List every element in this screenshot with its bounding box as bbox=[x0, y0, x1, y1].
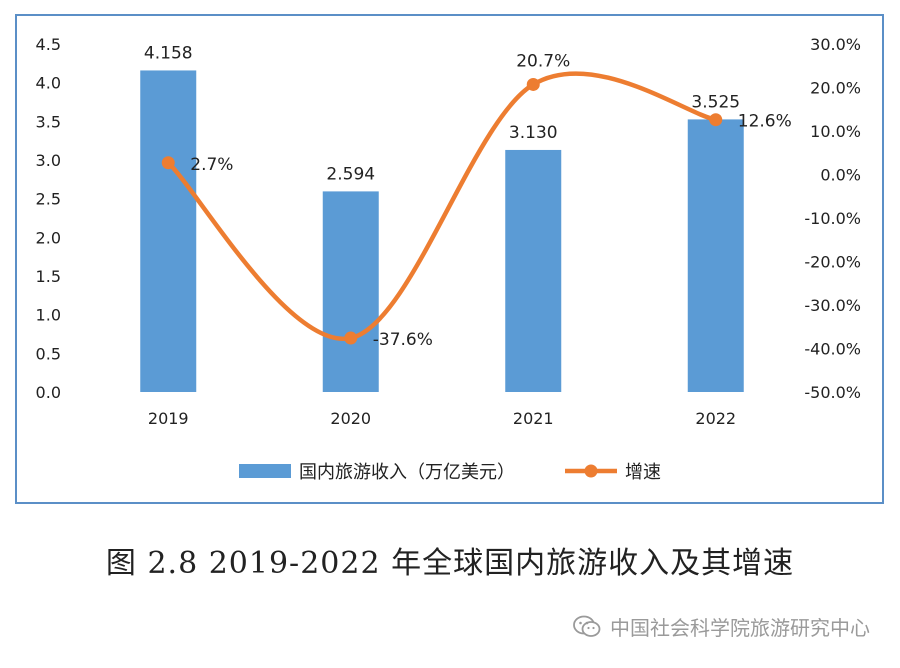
left-axis-tick: 0.5 bbox=[36, 344, 61, 363]
bar-value-label: 2.594 bbox=[326, 164, 375, 184]
growth-value-label: 2.7% bbox=[190, 155, 233, 175]
left-axis-tick: 0.0 bbox=[36, 383, 61, 402]
left-axis-tick: 4.0 bbox=[36, 74, 61, 93]
bar-2019 bbox=[140, 70, 197, 392]
combo-chart: 4.5 4.0 3.5 3.0 2.5 2.0 1.5 1.0 0.5 0.0 30.0% 20.0… bbox=[36, 35, 861, 483]
bar-value-label: 3.130 bbox=[509, 123, 558, 143]
wechat-icon bbox=[573, 615, 601, 637]
left-axis-tick: 1.5 bbox=[36, 267, 61, 286]
legend-bar-swatch bbox=[239, 464, 291, 478]
right-axis-tick: -20.0% bbox=[804, 253, 861, 272]
growth-point-2019 bbox=[161, 156, 175, 170]
bar-value-label: 3.525 bbox=[691, 92, 740, 112]
growth-point-2021 bbox=[526, 77, 540, 91]
watermark-text: 中国社会科学院旅游研究中心 bbox=[610, 616, 870, 640]
growth-value-label: 12.6% bbox=[738, 112, 792, 132]
left-axis-tick: 3.5 bbox=[36, 112, 61, 131]
right-axis-tick: 20.0% bbox=[810, 79, 861, 98]
growth-point-2022 bbox=[709, 113, 723, 127]
right-axis-tick: -40.0% bbox=[804, 340, 861, 359]
bar-2021 bbox=[505, 149, 562, 392]
left-axis-tick: 3.0 bbox=[36, 151, 61, 170]
x-axis-tick: 2021 bbox=[513, 409, 554, 428]
legend-line-marker bbox=[584, 464, 598, 478]
x-axis-tick: 2022 bbox=[695, 409, 736, 428]
right-axis-tick: 10.0% bbox=[810, 122, 861, 141]
growth-value-label: -37.6% bbox=[373, 330, 433, 350]
right-axis-tick: -30.0% bbox=[804, 296, 861, 315]
legend-bar-label: 国内旅游收入（万亿美元） bbox=[299, 462, 515, 483]
x-axis-tick: 2020 bbox=[330, 409, 371, 428]
chart-frame: 4.5 4.0 3.5 3.0 2.5 2.0 1.5 1.0 0.5 0.0 30.0% 20.0… bbox=[15, 14, 884, 504]
watermark: 中国社会科学院旅游研究中心 bbox=[572, 612, 870, 641]
bar-value-label: 4.158 bbox=[144, 43, 193, 63]
left-axis-tick: 4.5 bbox=[36, 35, 61, 54]
left-axis-tick: 1.0 bbox=[36, 306, 61, 325]
x-axis-tick: 2019 bbox=[148, 409, 189, 428]
bar-2020 bbox=[322, 191, 379, 392]
right-axis-tick: 30.0% bbox=[810, 35, 861, 54]
right-axis-tick: 0.0% bbox=[820, 166, 861, 185]
left-axis-tick: 2.0 bbox=[36, 228, 61, 247]
right-axis-tick: -10.0% bbox=[804, 209, 861, 228]
right-axis-tick: -50.0% bbox=[804, 383, 861, 402]
figure-caption: 图 2.8 2019-2022 年全球国内旅游收入及其增速 bbox=[105, 546, 795, 581]
growth-rate-line bbox=[166, 71, 718, 341]
growth-point-2020 bbox=[344, 331, 358, 345]
growth-value-label: 20.7% bbox=[516, 51, 570, 71]
legend-line-label: 增速 bbox=[625, 462, 661, 483]
bar-2022 bbox=[687, 119, 744, 393]
left-axis-tick: 2.5 bbox=[36, 190, 61, 209]
